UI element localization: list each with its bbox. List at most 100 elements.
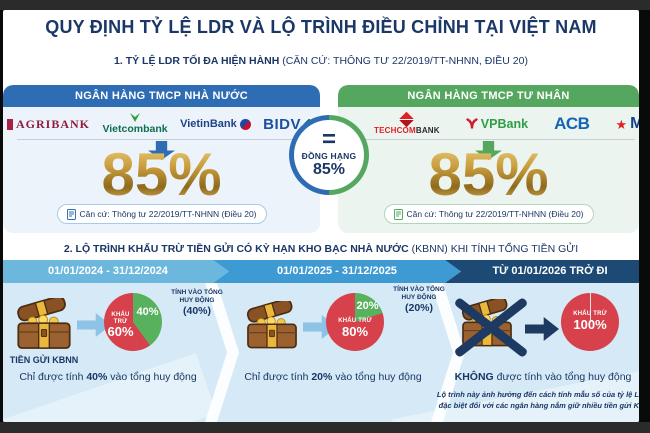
treasure-chest-icon [246, 301, 297, 349]
pie-2024-deduct-value: 60% [107, 324, 134, 340]
mb-logo: ★ MB [615, 115, 639, 133]
vpbank-label: VPBank [480, 117, 529, 131]
section1-heading-note: (CĂN CỨ: THÔNG TƯ 22/2019/TT-NHNN, ĐIỀU … [279, 55, 528, 67]
side-label-2025: TÍNH VÀO TỔNG HUY ĐỘNG (20%) [386, 286, 452, 315]
techcombank-gem-icon [399, 111, 415, 127]
state-banks-logo-row: AGRIBANK Vietcombank VietinBank BIDV [7, 110, 317, 138]
timeline-bar: 01/01/2024 - 31/12/2024 01/01/2025 - 31/… [3, 260, 639, 283]
pie-2025-deduct: KHẤU TRỪ 80% [326, 318, 384, 339]
techcombank-label-red: TECHCOM [374, 125, 416, 135]
state-basis-pill: Căn cứ: Thông tư 22/2019/TT-NHNN (Điều 2… [56, 204, 267, 224]
schedule-panels-area: TIỀN GỬI KBNN 40% KHẤU TRỪ 60% TÍNH VÀO … [3, 283, 639, 422]
timeline-segment-2026: TỪ 01/01/2026 TRỞ ĐI [445, 260, 639, 283]
caption-2024: Chỉ được tính 40% vào tổng huy động [3, 371, 213, 383]
acb-label: ACB [554, 114, 590, 133]
bidv-logo: BIDV [263, 115, 317, 133]
vietinbank-label: VietinBank [180, 118, 237, 130]
equals-sign: = [321, 126, 336, 154]
document-icon [66, 208, 76, 220]
agribank-mark-icon [7, 118, 13, 130]
private-basis-text: Căn cứ: Thông tư 22/2019/TT-NHNN (Điều 2… [406, 209, 584, 219]
state-banks-card: NGÂN HÀNG TMCP NHÀ NƯỚC AGRIBANK Vietcom… [3, 85, 320, 233]
mb-label: MB [630, 115, 639, 132]
section2-heading-note: (KBNN) KHI TÍNH TỔNG TIỀN GỬI [408, 243, 579, 255]
pie-2025-deduct-label: KHẤU TRỪ [338, 318, 372, 324]
vietinbank-globe-icon [239, 118, 251, 130]
pie-2024-counted: 40% [134, 306, 161, 318]
caption-2024-bold: 40% [86, 371, 108, 383]
state-basis-text: Căn cứ: Thông tư 22/2019/TT-NHNN (Điều 2… [79, 209, 257, 219]
pie-2026: KHẤU TRỪ 100% [561, 293, 619, 351]
state-banks-header: NGÂN HÀNG TMCP NHÀ NƯỚC [3, 85, 320, 107]
section1-heading-bold: 1. TỶ LỆ LDR TỐI ĐA HIỆN HÀNH [114, 55, 280, 67]
equal-rank-badge: = ĐỒNG HẠNG 85% [289, 115, 369, 195]
vietcombank-logo: Vietcombank [102, 113, 168, 135]
right-arrow-icon [525, 317, 559, 341]
techcombank-label-dark: BANK [415, 125, 440, 135]
caption-2025-bold: 20% [311, 371, 333, 383]
caption-2025-pre: Chỉ được tính [244, 371, 312, 383]
section1-heading: 1. TỶ LỆ LDR TỐI ĐA HIỆN HÀNH (CĂN CỨ: T… [3, 55, 639, 67]
timeline-segment-2024: 01/01/2024 - 31/12/2024 [3, 260, 229, 283]
side-label-2024: TÍNH VÀO TỔNG HUY ĐỘNG (40%) [164, 289, 230, 318]
timeline-segment-2025: 01/01/2025 - 31/12/2025 [213, 260, 461, 283]
techcombank-label: TECHCOMBANK [374, 126, 440, 135]
treasure-chest-icon [17, 298, 71, 349]
private-banks-logo-row: TECHCOMBANK VPBank ACB ★ MB [374, 110, 639, 138]
private-banks-header: NGÂN HÀNG TMCP TƯ NHÂN [338, 85, 639, 107]
bottom-letterbox-bar [0, 422, 650, 433]
state-ldr-rate: 85% [3, 145, 320, 205]
pie-2026-deduct-value: 100% [573, 316, 607, 332]
pie-2024-counted-value: 40% [136, 306, 159, 318]
vpbank-tulip-icon [466, 118, 478, 129]
caption-2026: KHÔNG được tính vào tổng huy động [447, 371, 639, 383]
vietinbank-logo: VietinBank [180, 118, 251, 130]
top-letterbox-bar [0, 0, 650, 10]
footnote-line2: đặc biệt đối với các ngân hàng nắm giữ n… [438, 400, 639, 410]
infographic-panel: QUY ĐỊNH TỶ LỆ LDR VÀ LỘ TRÌNH ĐIỀU CHỈN… [3, 10, 639, 422]
caption-2025-post: vào tổng huy động [332, 371, 422, 383]
equal-rank-badge-inner: = ĐỒNG HẠNG 85% [294, 120, 364, 190]
pie-2025-counted: 20% [354, 300, 381, 312]
pie-2026-deduct: KHẤU TRỪ 100% [561, 311, 619, 332]
pie-2025-deduct-value: 80% [341, 323, 369, 339]
bidv-label: BIDV [263, 115, 301, 133]
techcombank-logo: TECHCOMBANK [374, 111, 440, 135]
private-basis-pill: Căn cứ: Thông tư 22/2019/TT-NHNN (Điều 2… [383, 204, 594, 224]
agribank-logo: AGRIBANK [7, 117, 90, 132]
pie-2025-counted-value: 20% [356, 300, 379, 312]
agribank-label: AGRIBANK [16, 116, 91, 131]
caption-2025: Chỉ được tính 20% vào tổng huy động [225, 371, 441, 383]
private-card-divider [352, 139, 635, 140]
pie-2026-divider-line [590, 293, 591, 322]
footnote-line1: Lộ trình này ảnh hưởng đến cách tính mẫu… [436, 390, 639, 399]
crossed-out-x-icon [453, 295, 529, 359]
acb-logo: ACB [554, 114, 590, 134]
document-icon [393, 208, 403, 220]
equal-rank-label: ĐỒNG HẠNG [301, 151, 357, 162]
pie-2024: 40% KHẤU TRỪ 60% [104, 293, 162, 351]
private-banks-card: NGÂN HÀNG TMCP TƯ NHÂN TECHCOMBANK VPBan… [338, 85, 639, 233]
caption-2026-post: được tính vào tổng huy động [493, 371, 632, 383]
mb-star-icon: ★ [615, 116, 628, 132]
vietcombank-leaf-icon [130, 113, 141, 122]
vietcombank-label: Vietcombank [102, 123, 168, 135]
section2-heading: 2. LỘ TRÌNH KHẤU TRỪ TIỀN GỬI CÓ KỲ HẠN … [3, 243, 639, 255]
side-label-2024-value: (40%) [182, 305, 211, 318]
caption-2024-pre: Chỉ được tính [19, 371, 87, 383]
footnote: Lộ trình này ảnh hưởng đến cách tính mẫu… [407, 390, 639, 412]
side-label-2025-value: (20%) [404, 302, 433, 315]
page-title: QUY ĐỊNH TỶ LỆ LDR VÀ LỘ TRÌNH ĐIỀU CHỈN… [45, 17, 597, 37]
section2-heading-bold: 2. LỘ TRÌNH KHẤU TRỪ TIỀN GỬI CÓ KỲ HẠN … [63, 243, 409, 255]
pie-2024-deduct-label: KHẤU TRỪ [111, 312, 130, 325]
private-ldr-rate: 85% [338, 145, 639, 205]
side-label-2024-text: TÍNH VÀO TỔNG HUY ĐỘNG [171, 289, 223, 305]
pie-2026-deduct-label: KHẤU TRỪ [573, 311, 607, 317]
side-label-2025-text: TÍNH VÀO TỔNG HUY ĐỘNG [393, 286, 445, 302]
caption-2026-bold: KHÔNG [454, 371, 494, 383]
equal-rank-rate: 85% [312, 161, 346, 179]
vpbank-logo: VPBank [466, 117, 528, 131]
caption-2024-post: vào tổng huy động [107, 371, 197, 383]
pie-2024-deduct: KHẤU TRỪ 60% [105, 312, 136, 339]
